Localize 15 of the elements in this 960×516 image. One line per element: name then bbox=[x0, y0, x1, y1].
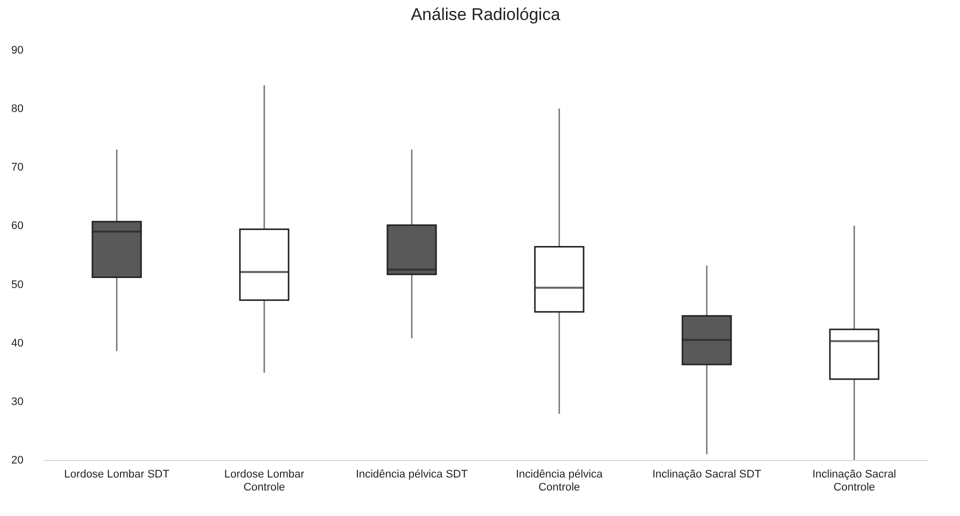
y-tick-label: 40 bbox=[11, 337, 24, 350]
y-tick-label: 80 bbox=[11, 103, 24, 116]
y-tick-label: 60 bbox=[11, 220, 24, 232]
x-tick-label: Inclinação Sacral Controle bbox=[812, 468, 896, 494]
x-tick-label: Incidência pélvica Controle bbox=[516, 468, 604, 494]
y-tick-label: 30 bbox=[11, 396, 24, 408]
x-tick-label: Incidência pélvica SDT bbox=[356, 468, 468, 480]
chart-title: Análise Radiológica bbox=[410, 5, 561, 24]
y-tick-label: 50 bbox=[11, 278, 24, 291]
x-tick-label: Inclinação Sacral SDT bbox=[652, 468, 762, 480]
y-tick-label: 20 bbox=[11, 454, 24, 466]
y-tick-label: 90 bbox=[11, 44, 24, 56]
y-tick-label: 70 bbox=[11, 162, 24, 174]
x-tick-label: Lordose Lombar SDT bbox=[64, 468, 170, 480]
x-tick-label: Lordose Lombar Controle bbox=[224, 468, 305, 494]
